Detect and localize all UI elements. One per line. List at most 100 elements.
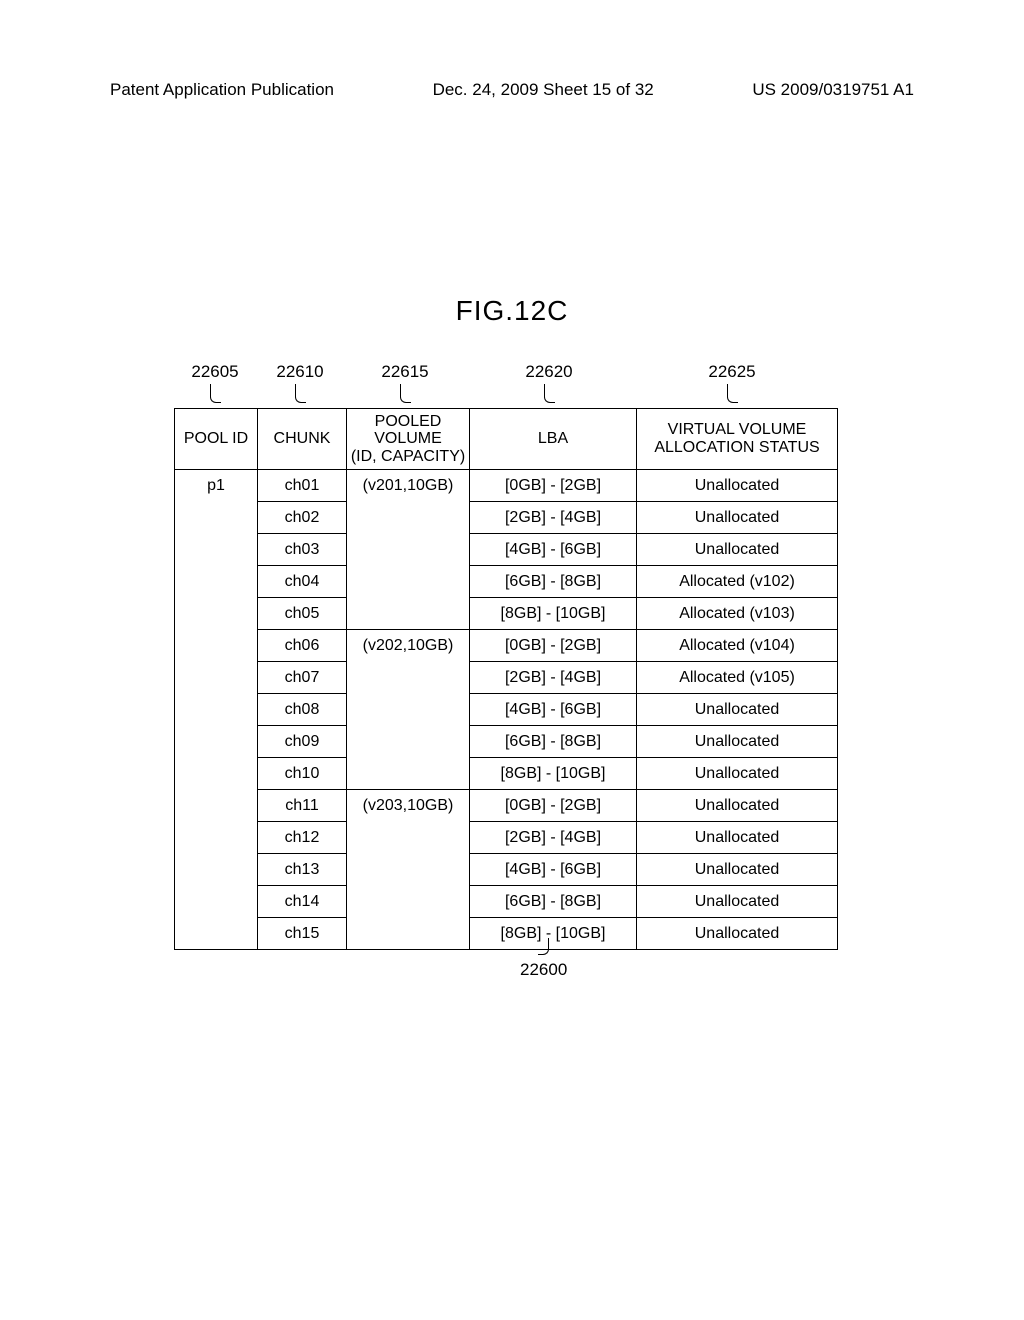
leader-icon — [727, 384, 738, 403]
header-right: US 2009/0319751 A1 — [752, 80, 914, 100]
table-row: ch06(v202,10GB)[0GB] - [2GB]Allocated (v… — [175, 630, 838, 662]
cell-pooled-volume — [347, 694, 470, 726]
cell-chunk: ch12 — [258, 822, 347, 854]
cell-vvol-status: Unallocated — [637, 694, 838, 726]
cell-pool-id — [175, 694, 258, 726]
figure-title: FIG.12C — [0, 295, 1024, 327]
cell-chunk: ch14 — [258, 886, 347, 918]
cell-pooled-volume — [347, 598, 470, 630]
cell-vvol-status: Unallocated — [637, 822, 838, 854]
col-ref-vvol-status: 22625 — [632, 362, 832, 382]
cell-pooled-volume — [347, 726, 470, 758]
cell-pooled-volume — [347, 854, 470, 886]
cell-vvol-status: Unallocated — [637, 534, 838, 566]
cell-pool-id — [175, 502, 258, 534]
cell-pool-id: p1 — [175, 470, 258, 502]
leader-icon — [210, 384, 221, 403]
table-row: ch04[6GB] - [8GB]Allocated (v102) — [175, 566, 838, 598]
cell-pooled-volume — [347, 502, 470, 534]
cell-lba: [2GB] - [4GB] — [470, 502, 637, 534]
cell-pooled-volume — [347, 534, 470, 566]
cell-pool-id — [175, 630, 258, 662]
cell-chunk: ch08 — [258, 694, 347, 726]
cell-pool-id — [175, 790, 258, 822]
cell-vvol-status: Allocated (v103) — [637, 598, 838, 630]
cell-lba: [0GB] - [2GB] — [470, 470, 637, 502]
th-pooled-volume: POOLED VOLUME (ID, CAPACITY) — [347, 409, 470, 470]
cell-pooled-volume: (v203,10GB) — [347, 790, 470, 822]
table-row: ch12 [2GB] - [4GB]Unallocated — [175, 822, 838, 854]
cell-pool-id — [175, 854, 258, 886]
cell-vvol-status: Allocated (v105) — [637, 662, 838, 694]
cell-chunk: ch10 — [258, 758, 347, 790]
cell-pool-id — [175, 566, 258, 598]
cell-pooled-volume — [347, 886, 470, 918]
cell-vvol-status: Unallocated — [637, 918, 838, 950]
cell-pooled-volume — [347, 822, 470, 854]
cell-pooled-volume — [347, 758, 470, 790]
allocation-table: POOL ID CHUNK POOLED VOLUME (ID, CAPACIT… — [174, 408, 838, 950]
col-ref-pooled-volume: 22615 — [344, 362, 466, 382]
cell-lba: [2GB] - [4GB] — [470, 822, 637, 854]
table-row: ch14[6GB] - [8GB]Unallocated — [175, 886, 838, 918]
cell-lba: [8GB] - [10GB] — [470, 598, 637, 630]
col-ref-chunk: 22610 — [256, 362, 344, 382]
leader-icon — [400, 384, 411, 403]
table-row: ch07 [2GB] - [4GB]Allocated (v105) — [175, 662, 838, 694]
cell-lba: [6GB] - [8GB] — [470, 726, 637, 758]
leader-lines — [174, 384, 832, 405]
th-lba: LBA — [470, 409, 637, 470]
cell-vvol-status: Unallocated — [637, 886, 838, 918]
table-row: ch08[4GB] - [6GB]Unallocated — [175, 694, 838, 726]
header-left: Patent Application Publication — [110, 80, 334, 100]
bottom-ref-label: 22600 — [520, 960, 567, 979]
cell-chunk: ch02 — [258, 502, 347, 534]
table-row: ch09[6GB] - [8GB]Unallocated — [175, 726, 838, 758]
cell-pooled-volume — [347, 918, 470, 950]
cell-chunk: ch06 — [258, 630, 347, 662]
cell-chunk: ch15 — [258, 918, 347, 950]
cell-pooled-volume — [347, 662, 470, 694]
header-center: Dec. 24, 2009 Sheet 15 of 32 — [433, 80, 654, 100]
cell-pool-id — [175, 726, 258, 758]
leader-icon — [538, 938, 549, 955]
th-chunk: CHUNK — [258, 409, 347, 470]
cell-lba: [0GB] - [2GB] — [470, 790, 637, 822]
table-row: p1ch01(v201,10GB)[0GB] - [2GB]Unallocate… — [175, 470, 838, 502]
table-row: ch15[8GB] - [10GB]Unallocated — [175, 918, 838, 950]
cell-pool-id — [175, 918, 258, 950]
cell-chunk: ch09 — [258, 726, 347, 758]
cell-pooled-volume: (v202,10GB) — [347, 630, 470, 662]
cell-lba: [4GB] - [6GB] — [470, 534, 637, 566]
cell-chunk: ch13 — [258, 854, 347, 886]
cell-pooled-volume: (v201,10GB) — [347, 470, 470, 502]
cell-lba: [6GB] - [8GB] — [470, 566, 637, 598]
cell-pool-id — [175, 662, 258, 694]
cell-chunk: ch03 — [258, 534, 347, 566]
table-header-row: POOL ID CHUNK POOLED VOLUME (ID, CAPACIT… — [175, 409, 838, 470]
table-row: ch05 [8GB] - [10GB]Allocated (v103) — [175, 598, 838, 630]
cell-chunk: ch05 — [258, 598, 347, 630]
cell-lba: [2GB] - [4GB] — [470, 662, 637, 694]
col-ref-pool-id: 22605 — [174, 362, 256, 382]
col-ref-lba: 22620 — [466, 362, 632, 382]
cell-lba: [8GB] - [10GB] — [470, 758, 637, 790]
cell-lba: [0GB] - [2GB] — [470, 630, 637, 662]
cell-vvol-status: Unallocated — [637, 758, 838, 790]
th-vvol-status: VIRTUAL VOLUME ALLOCATION STATUS — [637, 409, 838, 470]
table-row: ch02 [2GB] - [4GB]Unallocated — [175, 502, 838, 534]
bottom-reference: 22600 — [520, 938, 567, 980]
table-row: ch03 [4GB] - [6GB]Unallocated — [175, 534, 838, 566]
cell-vvol-status: Unallocated — [637, 502, 838, 534]
cell-chunk: ch01 — [258, 470, 347, 502]
cell-vvol-status: Unallocated — [637, 790, 838, 822]
cell-chunk: ch04 — [258, 566, 347, 598]
cell-pool-id — [175, 822, 258, 854]
cell-chunk: ch07 — [258, 662, 347, 694]
th-pool-id: POOL ID — [175, 409, 258, 470]
table-row: ch11(v203,10GB)[0GB] - [2GB]Unallocated — [175, 790, 838, 822]
cell-vvol-status: Allocated (v104) — [637, 630, 838, 662]
cell-vvol-status: Unallocated — [637, 470, 838, 502]
table-row: ch13[4GB] - [6GB]Unallocated — [175, 854, 838, 886]
cell-vvol-status: Unallocated — [637, 854, 838, 886]
